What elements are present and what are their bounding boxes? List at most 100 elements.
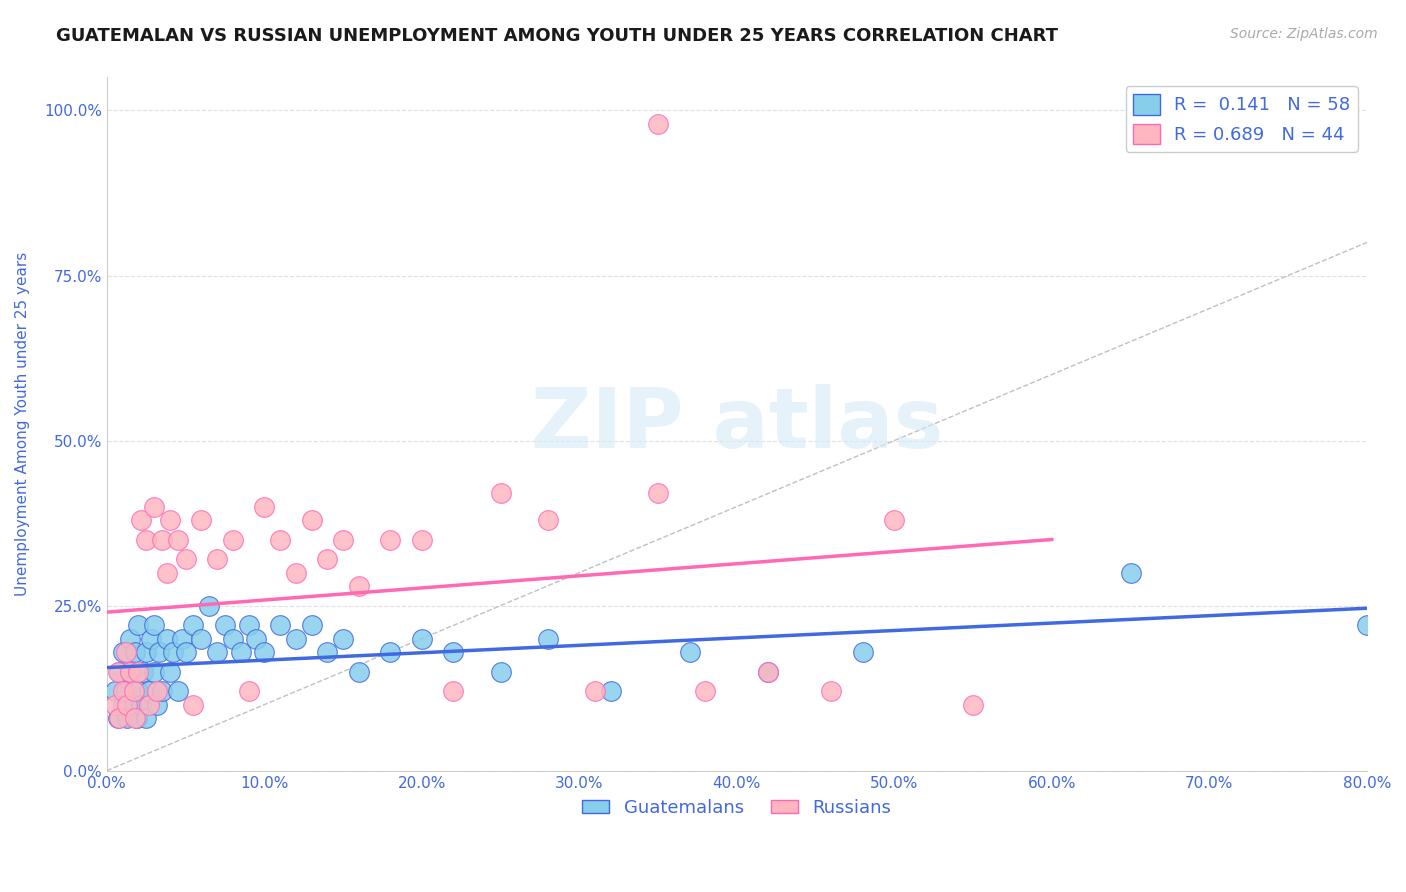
Point	[127, 618, 149, 632]
Point	[122, 684, 145, 698]
Point	[135, 711, 157, 725]
Point	[108, 711, 131, 725]
Point	[114, 684, 136, 698]
Point	[883, 513, 905, 527]
Point	[174, 645, 197, 659]
Point	[756, 665, 779, 679]
Point	[489, 486, 512, 500]
Point	[131, 513, 153, 527]
Point	[166, 684, 188, 698]
Point	[222, 632, 245, 646]
Point	[537, 632, 560, 646]
Point	[820, 684, 842, 698]
Point	[441, 645, 464, 659]
Point	[411, 533, 433, 547]
Point	[332, 632, 354, 646]
Point	[647, 117, 669, 131]
Legend: Guatemalans, Russians: Guatemalans, Russians	[575, 791, 898, 824]
Point	[599, 684, 621, 698]
Point	[332, 533, 354, 547]
Point	[104, 698, 127, 712]
Point	[131, 698, 153, 712]
Point	[1355, 618, 1378, 632]
Point	[120, 665, 142, 679]
Point	[441, 684, 464, 698]
Point	[174, 552, 197, 566]
Text: Source: ZipAtlas.com: Source: ZipAtlas.com	[1230, 27, 1378, 41]
Point	[190, 632, 212, 646]
Point	[127, 665, 149, 679]
Point	[756, 665, 779, 679]
Point	[108, 665, 131, 679]
Point	[695, 684, 717, 698]
Point	[172, 632, 194, 646]
Point	[135, 533, 157, 547]
Point	[347, 665, 370, 679]
Point	[347, 579, 370, 593]
Point	[120, 632, 142, 646]
Point	[150, 533, 173, 547]
Point	[214, 618, 236, 632]
Point	[190, 513, 212, 527]
Point	[583, 684, 606, 698]
Text: ZIP atlas: ZIP atlas	[530, 384, 943, 465]
Point	[166, 533, 188, 547]
Y-axis label: Unemployment Among Youth under 25 years: Unemployment Among Youth under 25 years	[15, 252, 30, 596]
Point	[159, 665, 181, 679]
Point	[146, 698, 169, 712]
Point	[138, 684, 160, 698]
Point	[301, 618, 323, 632]
Point	[183, 618, 205, 632]
Point	[253, 645, 276, 659]
Point	[143, 500, 166, 514]
Point	[253, 500, 276, 514]
Point	[127, 684, 149, 698]
Point	[269, 618, 291, 632]
Point	[143, 618, 166, 632]
Point	[155, 566, 177, 580]
Point	[148, 645, 170, 659]
Point	[1119, 566, 1142, 580]
Point	[143, 665, 166, 679]
Point	[238, 618, 260, 632]
Point	[962, 698, 984, 712]
Point	[284, 632, 307, 646]
Point	[125, 711, 148, 725]
Point	[205, 645, 228, 659]
Point	[380, 645, 402, 659]
Point	[284, 566, 307, 580]
Point	[135, 645, 157, 659]
Point	[107, 665, 129, 679]
Point	[124, 711, 146, 725]
Point	[132, 665, 155, 679]
Point	[229, 645, 252, 659]
Point	[380, 533, 402, 547]
Point	[124, 645, 146, 659]
Point	[647, 486, 669, 500]
Point	[120, 665, 142, 679]
Point	[146, 684, 169, 698]
Point	[115, 711, 138, 725]
Point	[316, 552, 339, 566]
Point	[301, 513, 323, 527]
Point	[411, 632, 433, 646]
Point	[159, 513, 181, 527]
Point	[139, 632, 162, 646]
Point	[114, 645, 136, 659]
Point	[852, 645, 875, 659]
Point	[489, 665, 512, 679]
Point	[238, 684, 260, 698]
Point	[222, 533, 245, 547]
Point	[138, 698, 160, 712]
Point	[115, 698, 138, 712]
Point	[122, 698, 145, 712]
Point	[111, 684, 134, 698]
Point	[183, 698, 205, 712]
Point	[155, 632, 177, 646]
Point	[678, 645, 700, 659]
Point	[205, 552, 228, 566]
Point	[150, 684, 173, 698]
Point	[104, 684, 127, 698]
Text: GUATEMALAN VS RUSSIAN UNEMPLOYMENT AMONG YOUTH UNDER 25 YEARS CORRELATION CHART: GUATEMALAN VS RUSSIAN UNEMPLOYMENT AMONG…	[56, 27, 1059, 45]
Point	[107, 711, 129, 725]
